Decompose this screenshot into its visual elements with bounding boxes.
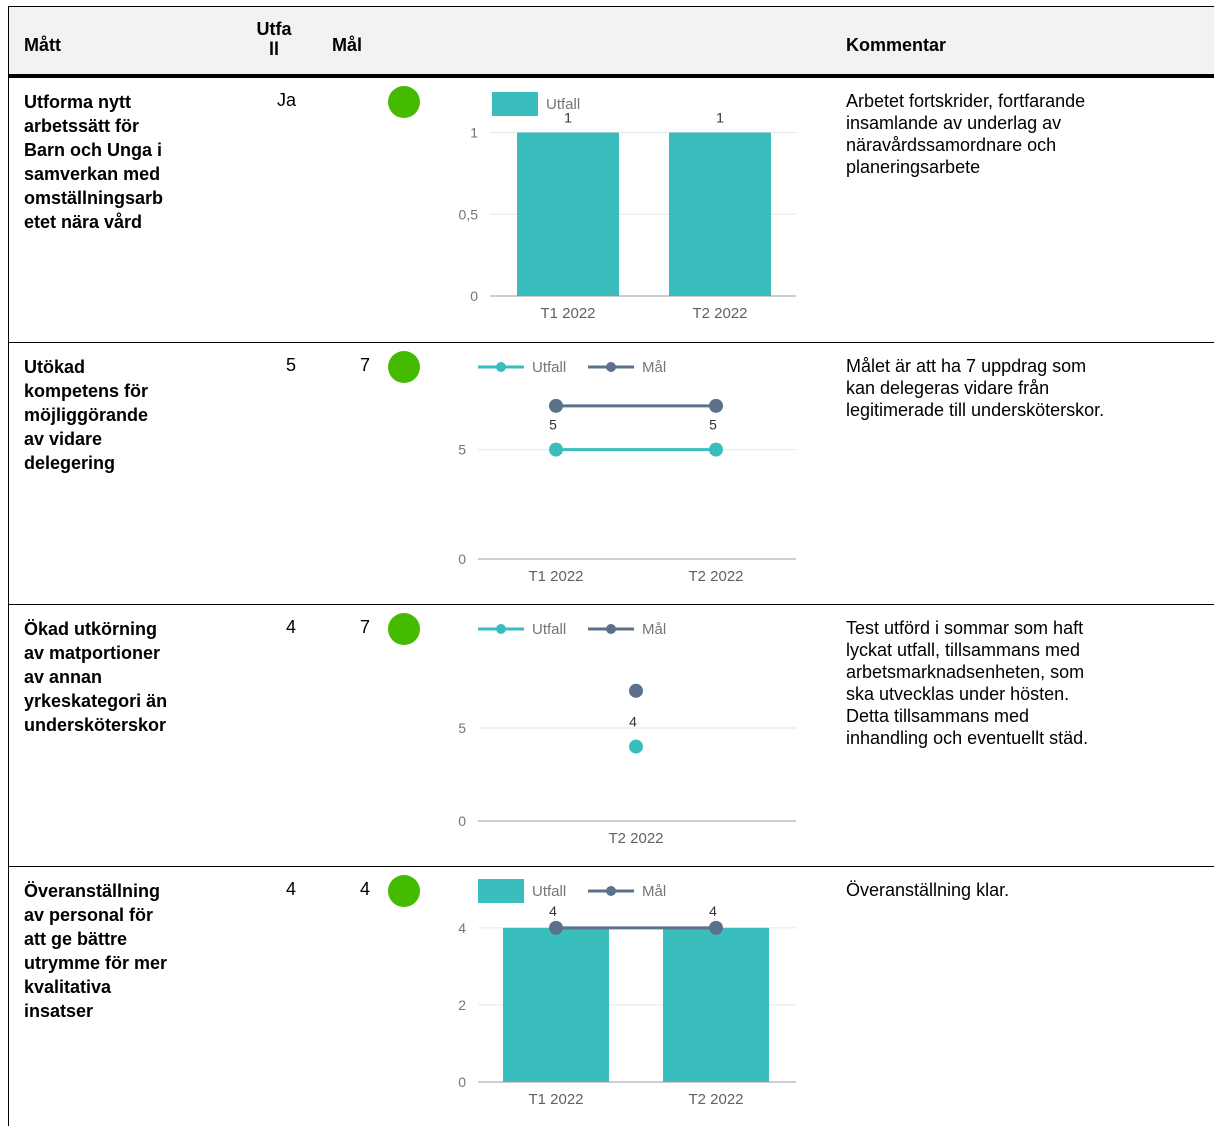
legend-swatch-utfall: [478, 879, 524, 903]
row-kommentar: Test utförd i sommar som haft lyckat utfa…: [846, 618, 1089, 748]
green-circle-icon: [388, 875, 420, 907]
chart-4: 0 2 4 T1 2022 T2 2022 Utfall Mål 4 4: [458, 879, 796, 1108]
bar-utfall: [517, 132, 619, 296]
y-tick-label: 5: [458, 442, 466, 458]
header-mal: Mål: [332, 35, 363, 55]
y-tick-label: 0,5: [459, 206, 479, 222]
legend-label: Utfall: [532, 883, 566, 900]
header-matt: Mått: [24, 35, 61, 55]
legend-label: Mål: [642, 883, 666, 900]
x-tick-label: T2 2022: [692, 305, 747, 322]
x-tick-label: T1 2022: [540, 305, 595, 322]
legend-marker: [496, 624, 506, 634]
x-tick-label: T1 2022: [528, 568, 583, 585]
row-mal: 4: [359, 879, 370, 899]
legend-label: Utfall: [546, 96, 580, 113]
legend-marker: [606, 886, 616, 896]
y-tick-label: 0: [458, 1074, 466, 1090]
bar-utfall: [503, 927, 609, 1082]
data-label: 4: [549, 903, 557, 919]
y-tick-label: 0: [470, 288, 478, 304]
row-utfall: 4: [285, 617, 296, 637]
point-mål: [549, 398, 563, 413]
row-matt: Utökad kompetens för möjliggörande av vidar…: [24, 357, 149, 473]
row-utfall: Ja: [276, 90, 296, 110]
point-mål: [629, 683, 643, 698]
green-circle-icon: [388, 351, 420, 383]
point-mål: [709, 398, 723, 413]
table-row: Utökad kompetens för möjliggörande av vidar…: [8, 343, 1214, 605]
y-tick-label: 5: [458, 720, 466, 736]
chart-3: 0 5 T2 2022 Utfall Mål 4: [458, 621, 796, 847]
x-tick-label: T2 2022: [608, 830, 663, 847]
data-label: 4: [629, 714, 637, 730]
legend-label: Mål: [642, 621, 666, 638]
legend-marker: [606, 624, 616, 634]
data-label: 5: [709, 417, 717, 433]
y-tick-label: 0: [458, 813, 466, 829]
green-circle-icon: [388, 86, 420, 118]
green-circle-icon: [388, 613, 420, 645]
header-kommentar: Kommentar: [846, 35, 947, 55]
row-kommentar: Arbetet fortskrider, fortfarande insamlan…: [846, 91, 1086, 177]
x-tick-label: T2 2022: [688, 568, 743, 585]
x-tick-label: T1 2022: [528, 1091, 583, 1108]
table-row: Ökad utkörning av matportioner av annan yrk…: [8, 605, 1214, 867]
point-mål: [709, 920, 723, 935]
point-utfall: [709, 442, 723, 457]
legend-swatch-utfall: [492, 92, 538, 116]
table-left-border: [8, 6, 9, 1126]
bar-utfall: [663, 927, 769, 1082]
data-label: 5: [549, 417, 557, 433]
y-tick-label: 4: [458, 920, 466, 936]
chart-2: 0 5 T1 2022 T2 2022 Utfall Mål 5 5: [458, 359, 796, 585]
table-header: Mått Utfa ll Mål Kommentar: [8, 6, 1214, 78]
bar-utfall: [669, 132, 771, 296]
header-utfall: Utfa ll: [256, 19, 292, 59]
data-label: 4: [709, 903, 717, 919]
legend-label: Utfall: [532, 621, 566, 638]
data-label: 1: [564, 110, 572, 126]
row-matt: Ökad utkörning av matportioner av annan yrk…: [24, 619, 168, 735]
row-kommentar: Målet är att ha 7 uppdrag som kan deleger…: [846, 356, 1105, 420]
x-tick-label: T2 2022: [688, 1091, 743, 1108]
row-mal: 7: [359, 355, 370, 375]
row-matt: Utforma nytt arbetssätt för Barn och Unga …: [24, 92, 164, 232]
legend-marker: [606, 362, 616, 372]
table-row: Utforma nytt arbetssätt för Barn och Unga …: [8, 78, 1214, 343]
data-label: 1: [716, 110, 724, 126]
legend-label: Utfall: [532, 359, 566, 376]
y-tick-label: 2: [458, 997, 466, 1013]
table-row: Överanställning av personal för att ge bät…: [8, 867, 1214, 1126]
y-tick-label: 1: [470, 125, 478, 141]
row-utfall: 5: [285, 355, 296, 375]
point-utfall: [549, 442, 563, 457]
y-tick-label: 0: [458, 551, 466, 567]
row-matt: Överanställning av personal för att ge bät…: [24, 881, 168, 1021]
row-kommentar: Överanställning klar.: [846, 880, 1010, 900]
legend-marker: [496, 362, 506, 372]
point-utfall: [629, 739, 643, 754]
row-utfall: 4: [285, 879, 296, 899]
row-mal: 7: [359, 617, 370, 637]
legend-label: Mål: [642, 359, 666, 376]
point-mål: [549, 920, 563, 935]
